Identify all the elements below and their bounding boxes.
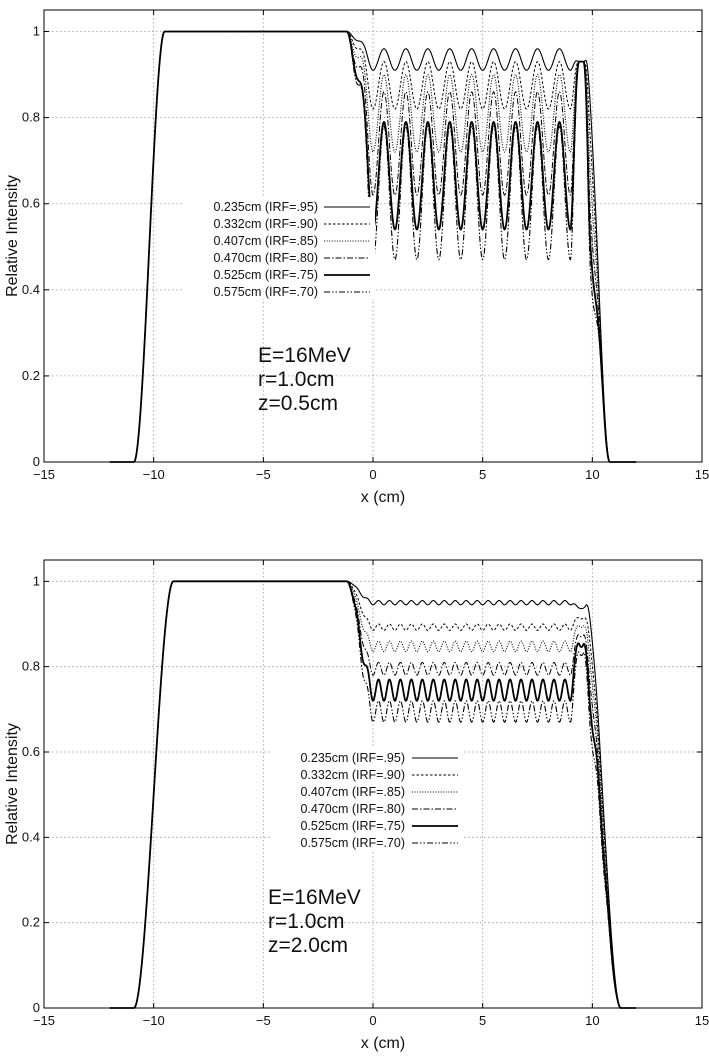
x-tick-label: 0: [369, 1013, 376, 1028]
legend: 0.235cm (IRF=.95) 0.332cm (IRF=.90) 0.407c…: [270, 748, 463, 850]
annotation-line: r=1.0cm: [268, 910, 344, 933]
legend-entry-label: 0.407cm (IRF=.85): [300, 785, 405, 799]
legend-bg: [183, 214, 375, 231]
annotation-line: E=16MeV: [258, 344, 351, 367]
chart-top: −15 −10 −5 0 5 10 15 0 0.2 0.4 0.6 0.8 1 x (cm) Relati…: [4, 9, 709, 506]
annotation-line: E=16MeV: [268, 886, 361, 909]
y-axis-label: Relative Intensity: [4, 723, 21, 845]
series-line-6: [109, 580, 637, 1009]
chart-bottom: −15 −10 −5 0 5 10 15 0 0.2 0.4 0.6 0.8 1 x (cm) Relati…: [4, 559, 709, 1052]
legend-bg: [183, 197, 375, 214]
x-tick-label: −5: [256, 1013, 271, 1028]
x-tick-label: −15: [33, 467, 55, 482]
y-tick-label: 1: [33, 24, 40, 39]
legend-bg: [183, 231, 375, 248]
x-tick-label: −15: [33, 1013, 55, 1028]
legend-entry-label: 0.525cm (IRF=.75): [300, 819, 405, 833]
series-line-5: [109, 580, 637, 1009]
legend-bg: [270, 765, 463, 782]
legend-entry-label: 0.470cm (IRF=.80): [213, 251, 318, 265]
x-tick-label: −10: [143, 1013, 165, 1028]
legend-bg: [270, 833, 463, 850]
legend-bg: [183, 248, 375, 265]
y-tick-label: 0.2: [22, 368, 40, 383]
x-tick-label: 5: [479, 1013, 486, 1028]
y-tick-label: 0.4: [22, 829, 40, 844]
series-group: [109, 30, 637, 463]
series-group: [109, 580, 637, 1009]
legend-bg: [183, 265, 375, 282]
legend-bg: [270, 782, 463, 799]
x-tick-label: 0: [369, 467, 376, 482]
y-tick-label: 0.8: [22, 110, 40, 125]
y-tick-label: 0.4: [22, 282, 40, 297]
legend-bg: [270, 816, 463, 833]
legend-entry-label: 0.407cm (IRF=.85): [213, 234, 318, 248]
legend-entry-label: 0.235cm (IRF=.95): [300, 751, 405, 765]
y-axis-label: Relative Intensity: [4, 175, 21, 297]
x-axis-label: x (cm): [361, 1035, 405, 1052]
x-tick-label: 15: [695, 1013, 709, 1028]
y-tick-label: 1: [33, 573, 40, 588]
series-line-2: [109, 31, 637, 463]
annotation-line: z=2.0cm: [268, 934, 348, 957]
legend-entry-label: 0.235cm (IRF=.95): [213, 200, 318, 214]
y-tick-label: 0.2: [22, 915, 40, 930]
series-line-4: [109, 580, 637, 1009]
legend-entry-label: 0.332cm (IRF=.90): [300, 768, 405, 782]
annotation-line: z=0.5cm: [258, 392, 338, 415]
legend-entry-label: 0.470cm (IRF=.80): [300, 802, 405, 816]
legend-bg: [270, 799, 463, 816]
legend-entry-label: 0.525cm (IRF=.75): [213, 268, 318, 282]
annotation-line: r=1.0cm: [258, 368, 334, 391]
legend-entry-label: 0.332cm (IRF=.90): [213, 217, 318, 231]
x-tick-label: 10: [585, 467, 599, 482]
y-tick-label: 0: [33, 454, 40, 469]
legend-entry-label: 0.575cm (IRF=.70): [300, 836, 405, 850]
legend-bg: [183, 282, 375, 299]
y-tick-label: 0.8: [22, 659, 40, 674]
x-tick-label: −10: [143, 467, 165, 482]
legend-bg: [270, 748, 463, 765]
x-tick-label: 15: [695, 467, 709, 482]
legend: 0.235cm (IRF=.95) 0.332cm (IRF=.90) 0.407c…: [183, 197, 375, 299]
x-tick-label: 5: [479, 467, 486, 482]
x-axis-label: x (cm): [361, 489, 405, 506]
series-line-4: [109, 31, 637, 463]
y-tick-label: 0: [33, 1000, 40, 1015]
x-tick-label: 10: [585, 1013, 599, 1028]
y-tick-label: 0.6: [22, 196, 40, 211]
y-tick-label: 0.6: [22, 744, 40, 759]
legend-entry-label: 0.575cm (IRF=.70): [213, 285, 318, 299]
x-tick-label: −5: [256, 467, 271, 482]
